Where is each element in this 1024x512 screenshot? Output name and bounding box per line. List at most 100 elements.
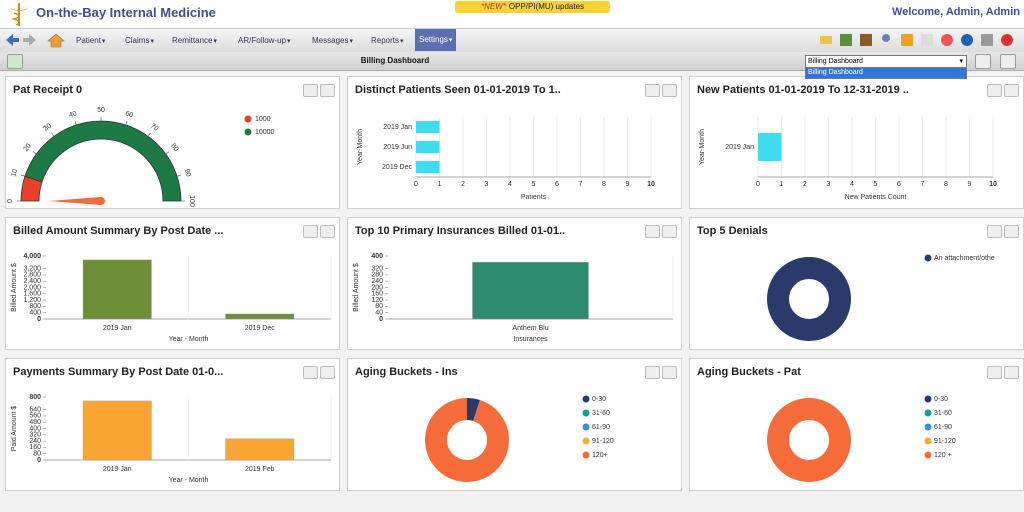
dropdown-list: Billing Dashboard xyxy=(805,67,967,79)
chart: An attachment/othe xyxy=(767,254,995,341)
donut-slice xyxy=(767,257,851,341)
menu-button[interactable] xyxy=(1004,225,1019,238)
chart: 0 1 2 3 4 5 6 7 8 9 10 2019 Jan New Patients Count Ye… xyxy=(699,117,997,201)
expand-button[interactable] xyxy=(645,366,660,379)
y-tick-label: 200 xyxy=(371,284,383,291)
legend-swatch xyxy=(582,437,590,445)
x-tick-label: 10 xyxy=(989,181,997,188)
y-tick-label: 2019 Jan xyxy=(383,124,412,131)
menu-button[interactable] xyxy=(1004,84,1019,97)
gauge-tick-label: 0 xyxy=(7,199,14,203)
expand-button[interactable] xyxy=(987,225,1002,238)
widget-header: Distinct Patients Seen 01-01-2019 To 1.. xyxy=(348,77,681,103)
chart: 0 1 2 3 4 5 6 7 8 9 10 2019 Jan 2019 Jun 2019 Dec Pati… xyxy=(357,117,655,201)
widget-header: New Patients 01-01-2019 To 12-31-2019 .. xyxy=(690,77,1023,103)
y-axis-label: Billed Amount $ xyxy=(353,263,360,312)
expand-button[interactable] xyxy=(987,84,1002,97)
widget: Top 10 Primary Insurances Billed 01-01..… xyxy=(347,217,682,350)
widget-header: Aging Buckets - Ins xyxy=(348,359,681,385)
home-button[interactable] xyxy=(47,33,65,48)
widget-header: Payments Summary By Post Date 01-0... xyxy=(6,359,339,385)
bar xyxy=(758,133,782,161)
x-axis-label: Insurances xyxy=(513,336,548,343)
menu-button[interactable] xyxy=(1004,366,1019,379)
expand-button[interactable] xyxy=(645,84,660,97)
help-button[interactable] xyxy=(1000,54,1016,69)
legend-label: 61-90 xyxy=(934,424,952,431)
y-tick-label: 160 xyxy=(371,291,383,298)
expand-button[interactable] xyxy=(645,225,660,238)
widget-header: Pat Receipt 0 xyxy=(6,77,339,103)
menu-button[interactable] xyxy=(320,366,335,379)
widget-title: New Patients 01-01-2019 To 12-31-2019 .. xyxy=(697,84,909,96)
widget: Aging Buckets - Pat 0-30 31-60 61-90 91-120 1… xyxy=(689,358,1024,491)
bar xyxy=(472,262,589,320)
menu-item[interactable]: AR/Follow-up xyxy=(234,32,295,49)
menu-button[interactable] xyxy=(320,84,335,97)
legend-swatch xyxy=(582,451,590,459)
y-tick-label: 400 xyxy=(29,310,41,317)
menu-item[interactable]: Remittance xyxy=(168,32,221,49)
widget: Payments Summary By Post Date 01-0... 0 80… xyxy=(5,358,340,491)
menu-button[interactable] xyxy=(320,225,335,238)
gauge-tick xyxy=(21,174,26,177)
y-tick-label: 80 xyxy=(33,451,41,458)
legend-label: 10000 xyxy=(255,129,275,136)
nav-icons xyxy=(6,33,65,48)
forward-button[interactable] xyxy=(23,34,36,46)
expand-button[interactable] xyxy=(303,366,318,379)
legend-label: 120+ xyxy=(592,452,608,459)
widget: Top 5 Denials An attachment/othe xyxy=(689,217,1024,350)
x-tick-label: 0 xyxy=(414,181,418,188)
legend-label: An attachment/othe xyxy=(934,255,995,262)
dropdown-option[interactable]: Billing Dashboard xyxy=(806,68,966,78)
bar xyxy=(82,400,152,461)
menu-item[interactable]: Claims xyxy=(121,32,158,49)
expand-button[interactable] xyxy=(987,366,1002,379)
x-tick-label: 10 xyxy=(647,181,655,188)
menu-button[interactable] xyxy=(662,225,677,238)
legend-swatch xyxy=(582,395,590,403)
legend-swatch xyxy=(244,115,252,123)
expand-button[interactable] xyxy=(303,84,318,97)
y-tick-label: 800 xyxy=(29,303,41,310)
legend-swatch xyxy=(582,409,590,417)
x-tick-label: 2019 Jan xyxy=(103,466,132,473)
x-tick-label: 8 xyxy=(602,181,606,188)
gauge-tick-label: 60 xyxy=(124,110,134,119)
widget-title: Top 10 Primary Insurances Billed 01-01.. xyxy=(355,225,566,237)
menu-item[interactable]: Patient xyxy=(72,32,109,49)
y-tick-label: 2,400 xyxy=(23,278,41,285)
y-axis-label: Paid Amount $ xyxy=(11,406,18,452)
y-tick-label: 320 xyxy=(29,432,41,439)
gauge-tick xyxy=(51,132,55,137)
logo xyxy=(8,3,30,26)
widget-title: Aging Buckets - Pat xyxy=(697,366,801,378)
y-tick-label: 80 xyxy=(375,303,383,310)
gauge-tick xyxy=(176,174,181,177)
expand-button[interactable] xyxy=(303,225,318,238)
menu-button[interactable] xyxy=(662,84,677,97)
settings-button[interactable] xyxy=(975,54,991,69)
y-tick-label: 2,800 xyxy=(23,272,41,279)
gauge-tick-label: 100 xyxy=(188,195,195,207)
y-tick-label: 240 xyxy=(371,278,383,285)
gauge-tick-label: 90 xyxy=(183,168,192,178)
bar xyxy=(416,161,440,173)
y-tick-label: 280 xyxy=(371,272,383,279)
x-tick-label: 3 xyxy=(827,181,831,188)
y-tick-label: 320 xyxy=(371,265,383,272)
badge-text: OPP/PI(MU) updates xyxy=(508,2,585,11)
gauge-tick xyxy=(165,151,170,155)
menu-button[interactable] xyxy=(662,366,677,379)
menu-item[interactable]: Messages xyxy=(308,32,357,49)
x-tick-label: 4 xyxy=(508,181,512,188)
widget-title: Distinct Patients Seen 01-01-2019 To 1.. xyxy=(355,84,561,96)
menu-item[interactable]: Settings xyxy=(415,29,457,51)
menu-item[interactable]: Reports xyxy=(367,32,408,49)
back-button[interactable] xyxy=(6,34,19,46)
filter-button[interactable] xyxy=(7,54,23,69)
updates-badge[interactable]: *NEW* OPP/PI(MU) updates xyxy=(455,1,610,13)
